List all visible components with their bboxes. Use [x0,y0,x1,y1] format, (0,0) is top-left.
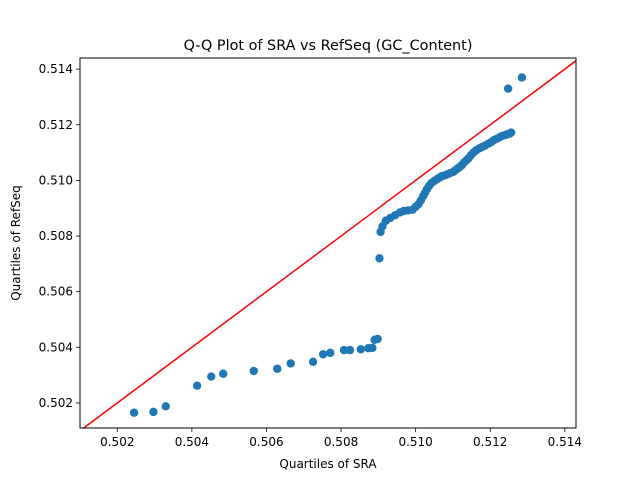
x-tick-label: 0.514 [548,435,582,449]
data-point [129,408,139,417]
reference-line [82,60,576,428]
data-point [318,350,328,359]
data-point [219,369,228,378]
x-tick-label: 0.504 [175,435,209,449]
data-point [149,407,158,417]
reference-line-layer [82,60,576,428]
x-tick-label: 0.510 [398,435,432,449]
data-point [345,345,355,355]
y-tick-label: 0.506 [39,285,73,299]
y-tick-label: 0.508 [39,229,73,243]
data-point [161,402,170,411]
x-tick-label: 0.508 [324,435,358,449]
plot-frame [79,57,577,429]
y-axis: 0.502 0.504 0.506 0.508 0.510 0.512 0.514 [39,62,80,410]
data-points-layer [129,73,527,417]
data-point [326,348,335,358]
y-tick-label: 0.502 [39,396,73,410]
y-tick-label: 0.512 [39,118,73,132]
x-axis: 0.502 0.504 0.506 0.508 0.510 0.512 0.514 [100,428,582,449]
data-point [207,372,216,381]
data-point [517,73,527,82]
x-tick-label: 0.512 [473,435,507,449]
data-point [503,84,513,93]
data-point [356,345,366,354]
data-point [192,381,202,390]
y-tick-label: 0.514 [39,62,73,76]
data-point [375,254,384,263]
data-point [506,128,516,137]
data-point [308,357,318,366]
chart-title: Q-Q Plot of SRA vs RefSeq (GC_Content) [184,38,473,54]
data-point [249,366,258,376]
data-point [273,364,282,373]
data-point [286,359,295,368]
data-point [373,334,382,344]
y-tick-label: 0.510 [39,173,73,187]
y-axis-label: Quartiles of RefSeq [9,185,23,301]
x-axis-label: Quartiles of SRA [279,457,377,471]
x-tick-label: 0.506 [249,435,283,449]
data-point [339,345,349,355]
x-tick-label: 0.502 [100,435,134,449]
plot-area [80,58,576,428]
data-point [368,343,377,353]
y-tick-label: 0.504 [39,340,73,354]
